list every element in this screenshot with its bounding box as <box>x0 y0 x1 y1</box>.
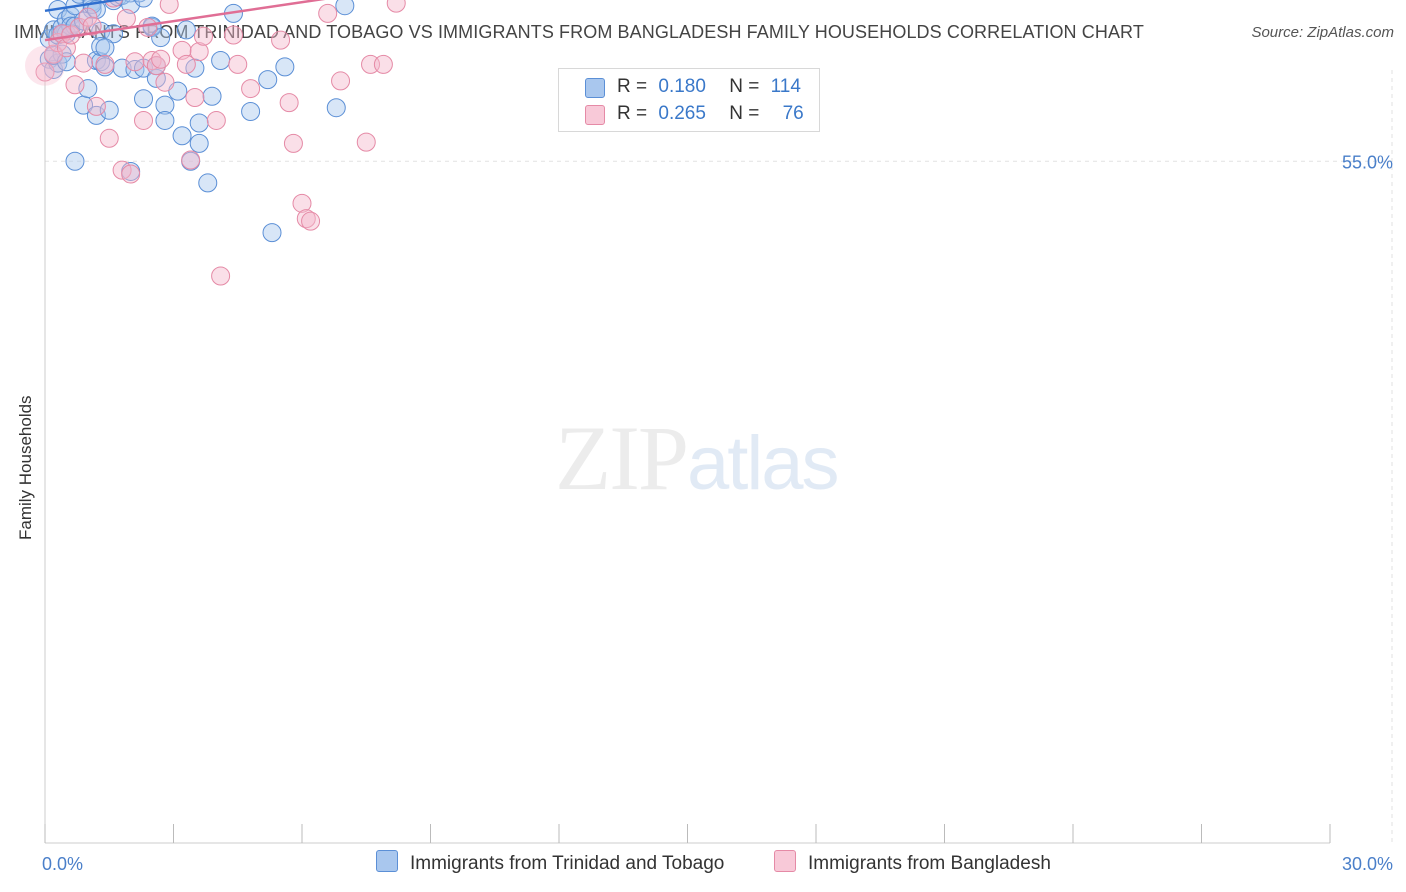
legend-r-value: 0.180 <box>658 76 706 97</box>
correlation-legend: R = 0.180 N = 114 R = 0.265 N = 76 <box>558 68 820 132</box>
trinidad-tobago-point <box>151 28 171 48</box>
bangladesh-point <box>373 54 393 74</box>
bangladesh-point <box>86 96 106 116</box>
bottom-legend-swatch-pink <box>774 850 796 872</box>
trinidad-tobago-point <box>134 89 154 109</box>
source-credit: Source: ZipAtlas.com <box>1251 24 1394 41</box>
gridlines <box>45 70 1393 843</box>
bangladesh-point <box>356 132 376 152</box>
series-bangladesh-points <box>25 0 757 286</box>
legend-r-value: 0.265 <box>658 103 706 124</box>
legend-n-value: 114 <box>770 76 801 97</box>
bangladesh-point <box>193 26 213 46</box>
bangladesh-point <box>82 16 102 36</box>
x-tick-label-min: 0.0% <box>42 854 83 874</box>
trinidad-tobago-point <box>65 151 85 171</box>
x-tick-label-max: 30.0% <box>1342 854 1393 874</box>
legend-r-label: R = <box>617 103 648 124</box>
bangladesh-point <box>172 40 192 60</box>
bangladesh-point <box>99 128 119 148</box>
trinidad-tobago-point <box>78 79 98 99</box>
bangladesh-point <box>138 17 158 37</box>
bottom-legend-label: Immigrants from Bangladesh <box>808 853 1051 874</box>
trinidad-tobago-point <box>134 0 153 8</box>
bangladesh-point <box>223 25 243 45</box>
y-tick-label: 55.0% <box>1342 152 1393 172</box>
bangladesh-point <box>211 266 231 286</box>
bangladesh-point <box>159 0 179 14</box>
zipatlas-watermark: ZIPatlas <box>555 405 840 511</box>
trinidad-tobago-point <box>99 100 119 120</box>
legend-swatch-blue <box>585 78 605 98</box>
trinidad-tobago-point <box>262 223 282 243</box>
trinidad-tobago-point <box>335 0 355 16</box>
trend-lines <box>44 0 326 42</box>
bangladesh-point <box>134 110 154 130</box>
trinidad-tobago-point <box>198 173 218 193</box>
trinidad-tobago-point <box>132 0 146 3</box>
watermark-zip: ZIP <box>555 407 689 509</box>
legend-n-value: 76 <box>782 103 804 124</box>
trinidad-tobago-point <box>189 133 209 153</box>
bottom-legend-swatch-blue <box>376 850 398 872</box>
bangladesh-point <box>176 54 196 74</box>
bottom-legend-label: Immigrants from Trinidad and Tobago <box>410 853 725 874</box>
chart-title: IMMIGRANTS FROM TRINIDAD AND TOBAGO VS I… <box>14 22 1144 42</box>
bangladesh-trend-line <box>44 0 326 42</box>
bangladesh-point <box>386 0 406 13</box>
bangladesh-point <box>301 211 321 231</box>
bangladesh-point <box>318 3 338 23</box>
legend-swatch-pink <box>585 105 605 125</box>
trinidad-tobago-point <box>155 95 175 115</box>
bangladesh-point <box>155 72 175 92</box>
bangladesh-point <box>279 93 299 113</box>
bangladesh-point <box>181 150 201 170</box>
bangladesh-point <box>35 62 55 82</box>
bangladesh-point <box>271 30 291 50</box>
tick-labels: 55.0%70.0%85.0%100.0%0.0%30.0% <box>42 152 1393 874</box>
trinidad-tobago-point <box>176 20 196 40</box>
trinidad-tobago-point <box>202 86 222 106</box>
trinidad-tobago-point <box>258 70 278 90</box>
trinidad-tobago-point <box>189 113 209 133</box>
trinidad-tobago-point <box>275 57 295 77</box>
bangladesh-point <box>283 133 303 153</box>
legend-r-label: R = <box>617 76 648 97</box>
trinidad-tobago-point <box>241 102 261 122</box>
trinidad-tobago-point <box>155 110 175 130</box>
bangladesh-point <box>121 164 141 184</box>
bangladesh-point <box>206 110 226 130</box>
bangladesh-point <box>292 193 312 213</box>
bangladesh-point <box>116 8 136 28</box>
bangladesh-point <box>228 54 248 74</box>
legend-n-label: N = <box>729 76 760 97</box>
bangladesh-point <box>65 75 85 95</box>
bangladesh-point <box>125 52 145 72</box>
bottom-legend-trinidad-tobago: Immigrants from Trinidad and Tobago <box>376 850 724 875</box>
bottom-legend-bangladesh: Immigrants from Bangladesh <box>774 850 1051 875</box>
bangladesh-point <box>241 79 261 99</box>
bangladesh-point <box>78 7 98 27</box>
watermark-atlas: atlas <box>687 421 840 506</box>
origin-cluster <box>25 45 65 86</box>
trinidad-tobago-point <box>95 38 115 58</box>
bangladesh-point <box>189 42 209 62</box>
bangladesh-point <box>74 53 94 73</box>
bangladesh-point <box>185 88 205 107</box>
bangladesh-point <box>331 71 351 91</box>
legend-n-label: N = <box>729 103 760 124</box>
bangladesh-point <box>151 49 171 69</box>
bangladesh-point <box>56 38 76 58</box>
trinidad-tobago-point <box>211 51 231 71</box>
trinidad-tobago-point <box>326 98 346 118</box>
trinidad-tobago-point <box>121 0 141 14</box>
axes <box>44 70 1331 844</box>
bangladesh-point <box>95 54 115 74</box>
trinidad-tobago-point <box>172 126 192 146</box>
